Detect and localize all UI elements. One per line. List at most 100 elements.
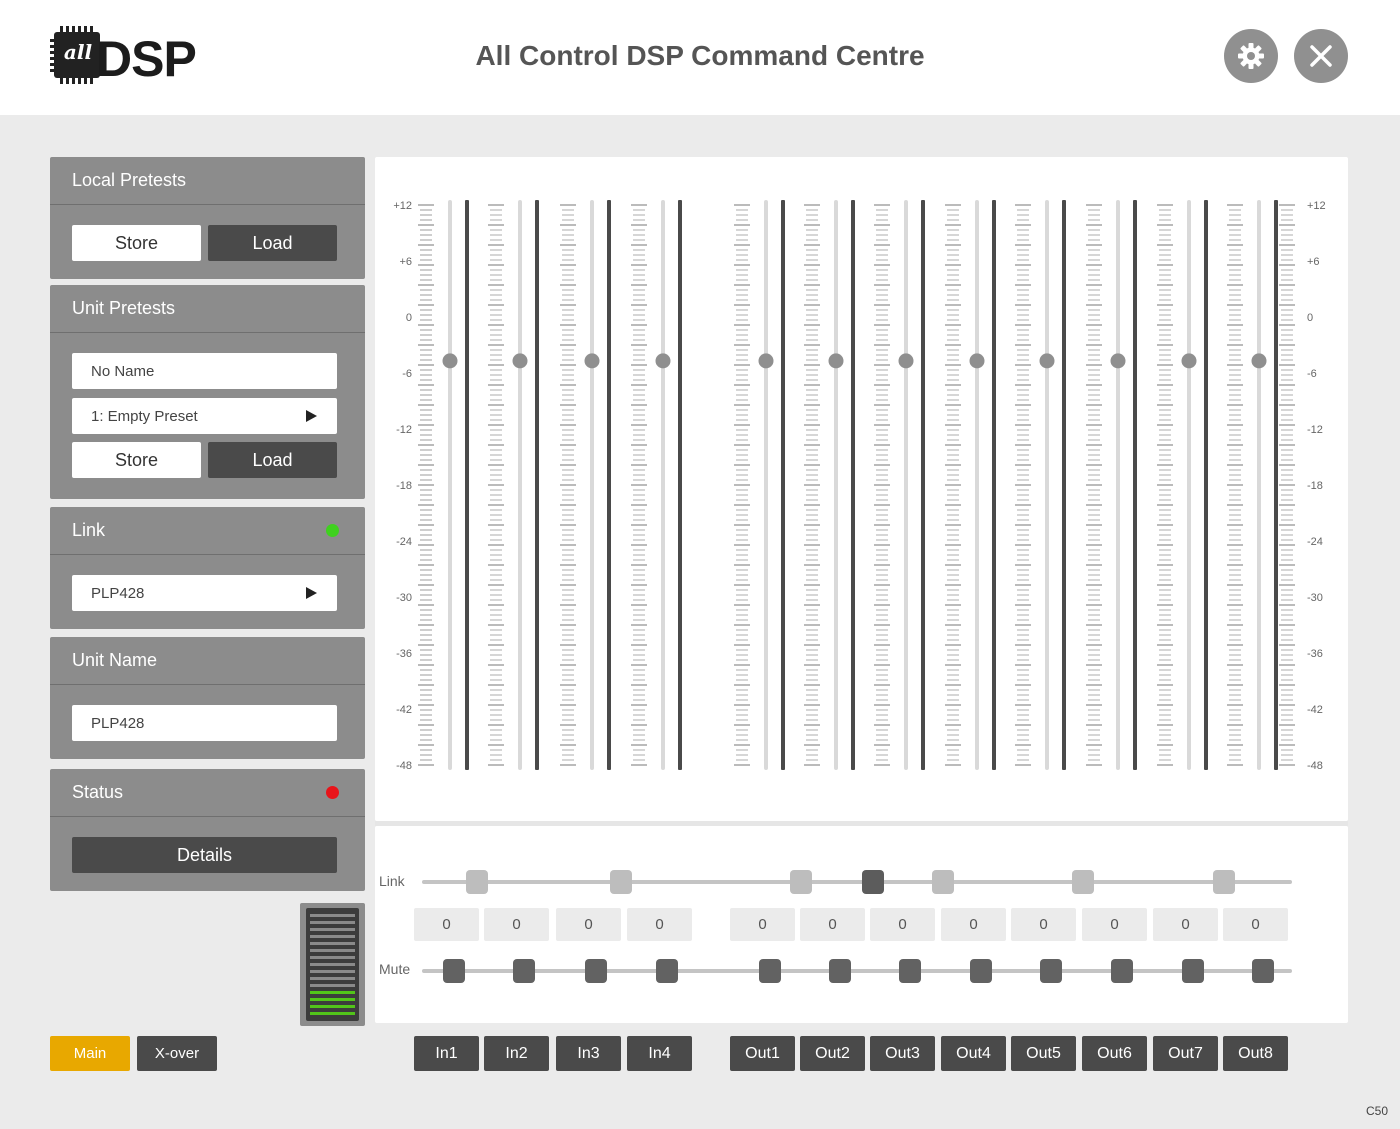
link-device-select[interactable]: PLP428 (72, 575, 337, 611)
fader-level-bar (1274, 200, 1278, 770)
fader-ticks (1086, 204, 1102, 766)
mute-toggle-in1[interactable] (443, 959, 465, 983)
scale-label-right: -36 (1307, 648, 1323, 660)
fader-knob[interactable] (898, 353, 914, 369)
local-presets-panel: Local Pretests Store Load (50, 157, 365, 279)
fader-knob[interactable] (969, 353, 985, 369)
meter-segment (310, 991, 355, 994)
logo-text: DSP (96, 31, 197, 87)
mute-toggle-out5[interactable] (1040, 959, 1062, 983)
gain-value-out5[interactable]: 0 (1011, 908, 1076, 941)
scale-label-left: 0 (406, 312, 412, 324)
scale-label-left: -24 (396, 536, 412, 548)
mute-toggle-out7[interactable] (1182, 959, 1204, 983)
settings-button[interactable] (1224, 29, 1278, 83)
close-button[interactable] (1294, 29, 1348, 83)
fader-track[interactable] (764, 200, 768, 770)
link-toggle[interactable] (932, 870, 954, 894)
link-toggle[interactable] (466, 870, 488, 894)
fader-knob[interactable] (1110, 353, 1126, 369)
preset-name-input[interactable]: No Name (72, 353, 337, 389)
fader-knob[interactable] (1039, 353, 1055, 369)
mute-toggle-out3[interactable] (899, 959, 921, 983)
meter-segment (310, 963, 355, 966)
preset-select-value: 1: Empty Preset (91, 407, 198, 425)
channel-button-out6[interactable]: Out6 (1082, 1036, 1147, 1071)
channel-button-out3[interactable]: Out3 (870, 1036, 935, 1071)
fader-track[interactable] (661, 200, 665, 770)
link-toggle[interactable] (1213, 870, 1235, 894)
gain-value-out6[interactable]: 0 (1082, 908, 1147, 941)
tab-xover[interactable]: X-over (137, 1036, 217, 1071)
fader-knob[interactable] (442, 353, 458, 369)
gain-value-out7[interactable]: 0 (1153, 908, 1218, 941)
fader-knob[interactable] (1181, 353, 1197, 369)
fader-knob[interactable] (584, 353, 600, 369)
fader-level-bar (1062, 200, 1066, 770)
fader-track[interactable] (904, 200, 908, 770)
mute-toggle-out4[interactable] (970, 959, 992, 983)
local-store-button[interactable]: Store (72, 225, 201, 261)
gain-value-out2[interactable]: 0 (800, 908, 865, 941)
gain-value-in3[interactable]: 0 (556, 908, 621, 941)
link-toggle[interactable] (790, 870, 812, 894)
fader-knob[interactable] (828, 353, 844, 369)
channel-button-out8[interactable]: Out8 (1223, 1036, 1288, 1071)
link-track (422, 880, 1292, 884)
scale-label-left: -12 (396, 424, 412, 436)
fader-ticks (1015, 204, 1031, 766)
mute-toggle-in3[interactable] (585, 959, 607, 983)
gain-value-out8[interactable]: 0 (1223, 908, 1288, 941)
channel-button-out7[interactable]: Out7 (1153, 1036, 1218, 1071)
fader-knob[interactable] (1251, 353, 1267, 369)
fader-ticks (734, 204, 750, 766)
fader-track[interactable] (1187, 200, 1191, 770)
fader-knob[interactable] (512, 353, 528, 369)
link-toggle[interactable] (1072, 870, 1094, 894)
mute-toggle-out1[interactable] (759, 959, 781, 983)
unit-store-button[interactable]: Store (72, 442, 201, 478)
fader-track[interactable] (590, 200, 594, 770)
meter-segment (310, 1012, 355, 1015)
channel-button-out2[interactable]: Out2 (800, 1036, 865, 1071)
mute-toggle-out2[interactable] (829, 959, 851, 983)
channel-button-in2[interactable]: In2 (484, 1036, 549, 1071)
fader-knob[interactable] (655, 353, 671, 369)
gain-value-in2[interactable]: 0 (484, 908, 549, 941)
fader-track[interactable] (448, 200, 452, 770)
channel-button-out4[interactable]: Out4 (941, 1036, 1006, 1071)
scale-label-left: -48 (396, 760, 412, 772)
fader-track[interactable] (975, 200, 979, 770)
unit-name-input[interactable]: PLP428 (72, 705, 337, 741)
local-load-button[interactable]: Load (208, 225, 337, 261)
mute-toggle-out8[interactable] (1252, 959, 1274, 983)
mute-toggle-out6[interactable] (1111, 959, 1133, 983)
channel-button-in1[interactable]: In1 (414, 1036, 479, 1071)
fader-track[interactable] (1257, 200, 1261, 770)
link-toggle[interactable] (610, 870, 632, 894)
preset-select[interactable]: 1: Empty Preset (72, 398, 337, 434)
gain-value-out1[interactable]: 0 (730, 908, 795, 941)
gain-value-in4[interactable]: 0 (627, 908, 692, 941)
channel-button-in3[interactable]: In3 (556, 1036, 621, 1071)
fader-knob[interactable] (758, 353, 774, 369)
link-toggle[interactable] (862, 870, 884, 894)
tab-main[interactable]: Main (50, 1036, 130, 1071)
channel-button-out5[interactable]: Out5 (1011, 1036, 1076, 1071)
fader-track[interactable] (834, 200, 838, 770)
fader-track[interactable] (518, 200, 522, 770)
unit-load-button[interactable]: Load (208, 442, 337, 478)
gain-value-out3[interactable]: 0 (870, 908, 935, 941)
fader-track[interactable] (1116, 200, 1120, 770)
scale-label-right: -42 (1307, 704, 1323, 716)
mute-toggle-in2[interactable] (513, 959, 535, 983)
channel-button-in4[interactable]: In4 (627, 1036, 692, 1071)
gear-icon (1238, 43, 1264, 69)
details-button[interactable]: Details (72, 837, 337, 873)
fader-track[interactable] (1045, 200, 1049, 770)
gain-value-in1[interactable]: 0 (414, 908, 479, 941)
mute-toggle-in4[interactable] (656, 959, 678, 983)
channel-button-out1[interactable]: Out1 (730, 1036, 795, 1071)
gain-value-out4[interactable]: 0 (941, 908, 1006, 941)
fader-ticks (804, 204, 820, 766)
